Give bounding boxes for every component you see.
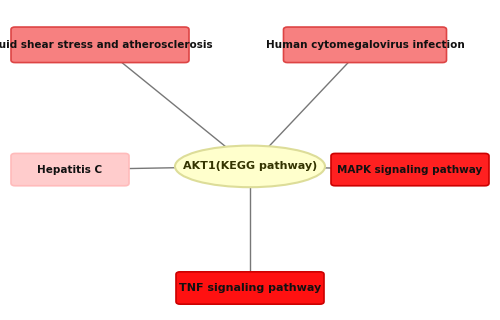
Ellipse shape [175, 146, 325, 187]
Text: AKT1(KEGG pathway): AKT1(KEGG pathway) [183, 161, 317, 172]
FancyBboxPatch shape [11, 27, 189, 63]
FancyBboxPatch shape [331, 153, 489, 186]
Text: TNF signaling pathway: TNF signaling pathway [179, 283, 321, 293]
Text: MAPK signaling pathway: MAPK signaling pathway [338, 164, 482, 175]
Text: Hepatitis C: Hepatitis C [38, 164, 102, 175]
FancyBboxPatch shape [176, 272, 324, 304]
Text: Fluid shear stress and atherosclerosis: Fluid shear stress and atherosclerosis [0, 40, 212, 50]
FancyBboxPatch shape [284, 27, 446, 63]
Text: Human cytomegalovirus infection: Human cytomegalovirus infection [266, 40, 464, 50]
FancyBboxPatch shape [11, 153, 129, 186]
